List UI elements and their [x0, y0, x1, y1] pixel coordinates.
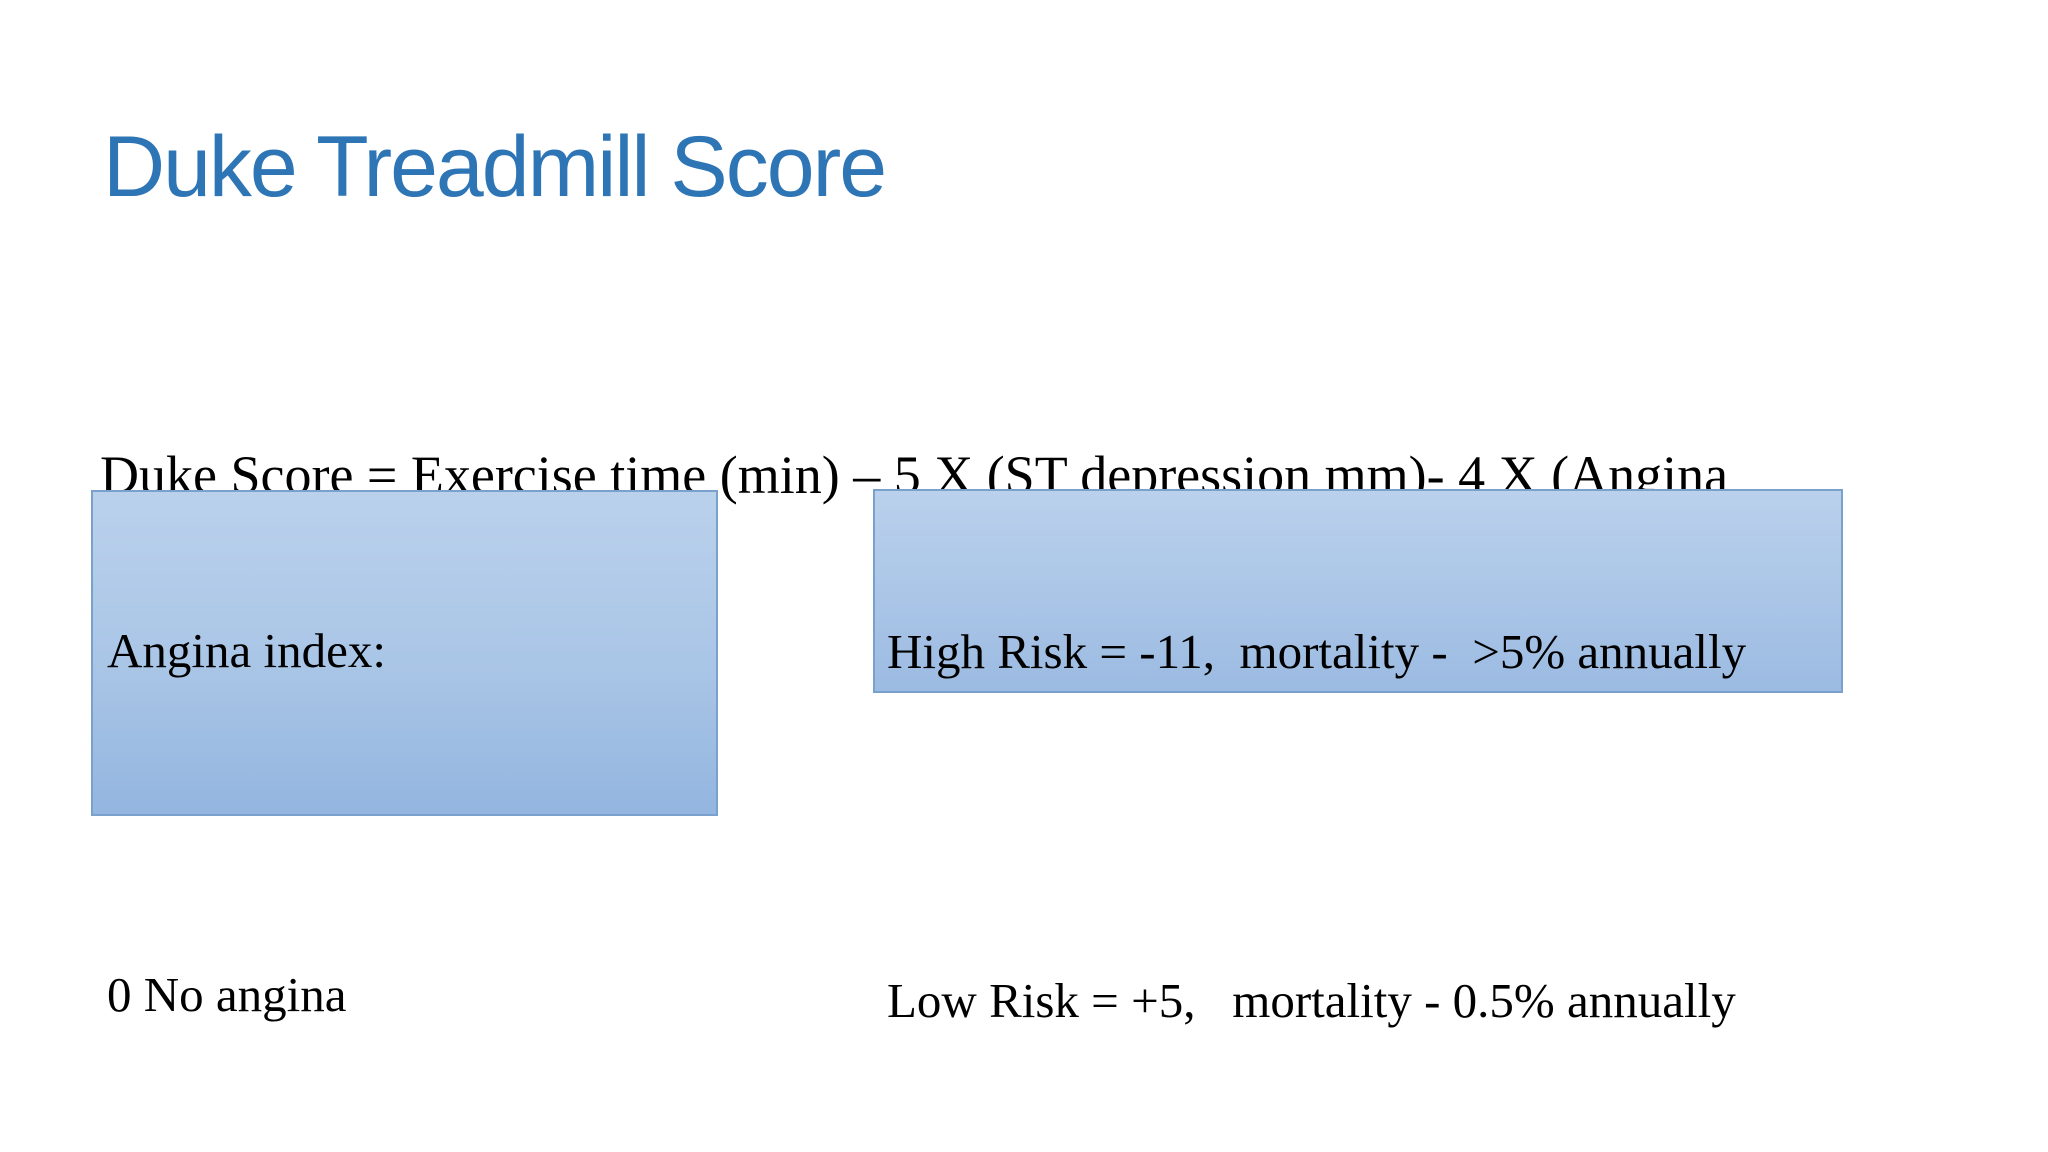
angina-index-box: Angina index: 0 No angina 1 Non limiting…	[91, 490, 718, 1152]
slide-title: Duke Treadmill Score	[103, 119, 887, 215]
angina-box-heading: Angina index:	[107, 623, 386, 678]
angina-item-1: 1 Non limiting angina	[107, 1142, 706, 1152]
angina-item-0: 0 No angina	[107, 967, 347, 1022]
risk-box: High Risk = -11, mortality - >5% annuall…	[873, 489, 1843, 1028]
risk-box-spacer	[887, 802, 1831, 851]
angina-box-spacer	[107, 798, 706, 847]
high-risk-line: High Risk = -11, mortality - >5% annuall…	[887, 624, 1747, 679]
low-risk-line: Low Risk = +5, mortality - 0.5% annually	[887, 973, 1736, 1028]
